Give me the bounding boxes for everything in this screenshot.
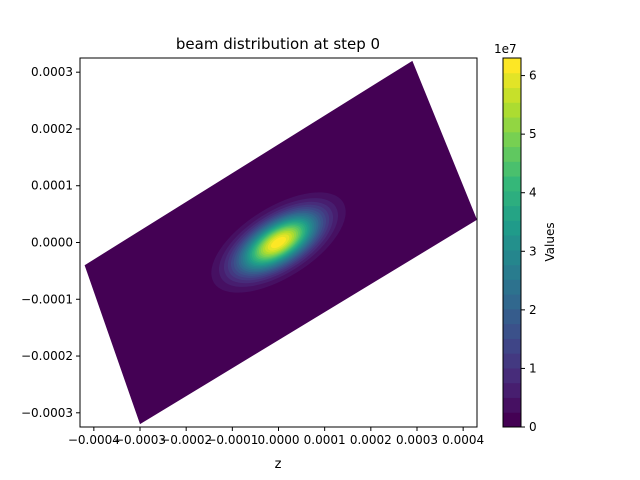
contour-levels [211,192,346,293]
contour-level [270,236,287,249]
colorbar-band [503,353,521,369]
x-tick-label: 0.0002 [350,433,392,447]
y-axis-ticks: −0.0003 −0.0002 −0.0001 0.0000 0.0001 0.0002 0… [21,65,80,420]
colorbar-band [503,161,521,177]
colorbar-band [503,72,521,89]
colorbar-band [503,279,521,295]
colorbar-band [503,294,521,310]
colorbar-band [503,205,521,221]
colorbar-band [503,397,521,413]
colorbar-band [503,323,521,339]
x-tick-label: −0.0001 [206,433,258,447]
chart-title: beam distribution at step 0 [176,35,380,53]
y-tick-label: 0.0001 [31,179,73,193]
colorbar-band [503,102,521,118]
colorbar-band [503,382,521,398]
colorbar-band [503,308,521,325]
colorbar-band [503,117,521,133]
x-axis-label: z [275,457,282,472]
colorbar-tick-label: 3 [529,244,537,258]
colorbar-bands [503,58,521,428]
colorbar-band [503,87,521,103]
colorbar-band [503,220,521,236]
y-tick-label: −0.0003 [21,406,73,420]
colorbar-band [503,176,521,192]
colorbar-label: Values [543,222,557,261]
colorbar-tick-label: 5 [529,127,537,141]
x-tick-label: 0.0003 [396,433,438,447]
colorbar-band [503,235,521,251]
colorbar-band [503,146,521,162]
x-tick-label: −0.0002 [160,433,212,447]
x-tick-label: −0.0003 [114,433,166,447]
colorbar-band [503,190,521,207]
colorbar-tick-label: 1 [529,361,537,375]
colorbar-band [503,412,521,428]
colorbar-band [503,131,521,148]
colorbar-band [503,58,521,74]
x-tick-label: −0.0004 [68,433,120,447]
colorbar-band [503,367,521,384]
y-tick-label: −0.0002 [21,349,73,363]
y-tick-label: 0.0003 [31,65,73,79]
colorbar-multiplier: 1e7 [494,42,517,56]
colorbar: 0 1 2 3 4 5 6 1e7 Values [494,42,557,434]
y-tick-label: 0.0002 [31,122,73,136]
x-axis-ticks: −0.0004−0.0003−0.0002−0.0001 0.0000 0.0001… [68,427,484,447]
colorbar-tick-label: 4 [529,186,537,200]
x-tick-label: 0.0004 [442,433,484,447]
x-tick-label: 0.0001 [304,433,346,447]
colorbar-band [503,338,521,354]
plot-area [84,60,477,425]
colorbar-ticks: 0 1 2 3 4 5 6 [521,69,537,434]
colorbar-frame [502,57,522,428]
y-tick-label: −0.0001 [21,292,73,306]
colorbar-tick-label: 2 [529,303,537,317]
colorbar-tick-label: 6 [529,69,537,83]
colorbar-band [503,249,521,266]
colorbar-band [503,264,521,280]
y-tick-label: 0.0000 [31,236,73,250]
colorbar-tick-label: 0 [529,420,537,434]
x-tick-label: 0.0000 [258,433,300,447]
